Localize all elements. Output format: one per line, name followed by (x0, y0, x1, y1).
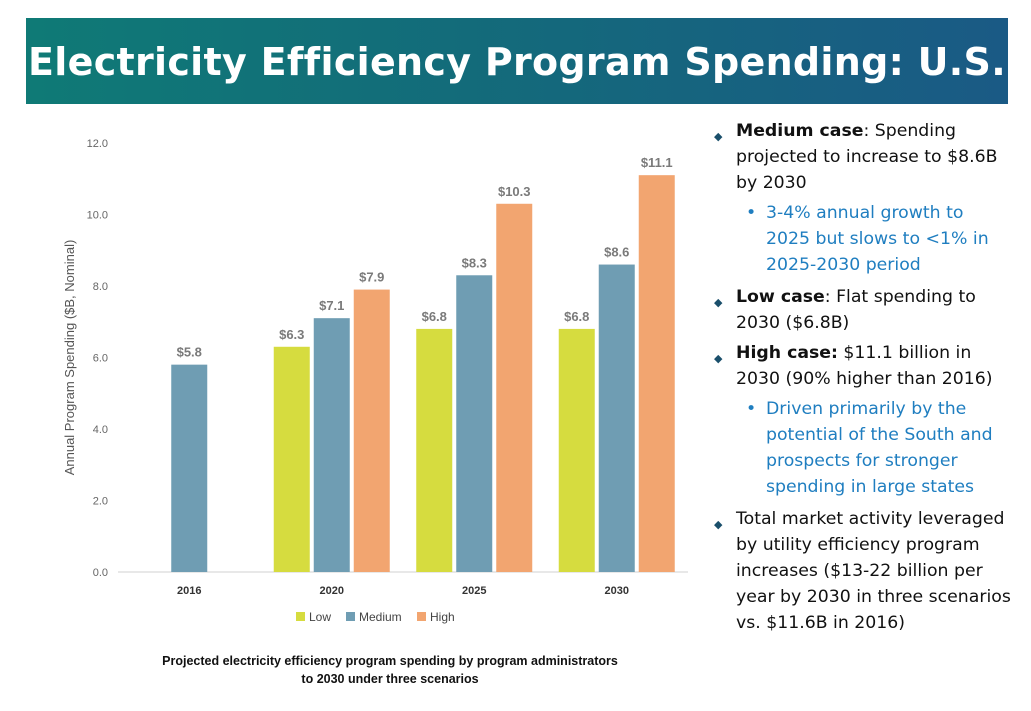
bullet-text: Total market activity leveraged by utili… (736, 509, 1011, 633)
x-tick-label: 2020 (320, 585, 344, 597)
y-tick-label: 2.0 (93, 496, 108, 508)
legend-swatch-low (296, 612, 305, 621)
sub-bullet-south: • Driven primarily by the potential of t… (712, 396, 1012, 500)
bar-high-2025 (496, 203, 533, 572)
sub-bullet-text: 3-4% annual growth to 2025 but slows to … (766, 203, 989, 275)
bar-high-2020 (353, 289, 390, 572)
bullet-list: ◆ Medium case: Spending projected to inc… (712, 118, 1012, 640)
bar-medium-2030 (598, 264, 635, 572)
bullet-low-case: ◆ Low case: Flat spending to 2030 ($6.8B… (712, 284, 1012, 336)
bullet-medium-case: ◆ Medium case: Spending projected to inc… (712, 118, 1012, 196)
y-tick-label: 4.0 (93, 424, 108, 436)
bullet-bold: Low case (736, 287, 825, 307)
legend-swatch-high (417, 612, 426, 621)
caption-line-2: to 2030 under three scenarios (301, 672, 479, 686)
y-axis-title: Annual Program Spending ($B, Nominal) (62, 240, 77, 476)
bullet-bold: Medium case (736, 121, 864, 141)
data-label: $5.8 (177, 345, 202, 360)
bar-chart: 0.0 2.0 4.0 6.0 8.0 10.0 12.0 Annual Program Sp… (62, 138, 688, 624)
data-label: $11.1 (641, 155, 673, 170)
diamond-bullet-icon: ◆ (714, 352, 723, 365)
y-tick-label: 12.0 (87, 138, 108, 150)
diamond-bullet-icon: ◆ (714, 130, 723, 143)
diamond-bullet-icon: ◆ (714, 296, 723, 309)
bar-low-2025 (416, 328, 453, 572)
sub-bullet-growth: • 3-4% annual growth to 2025 but slows t… (712, 200, 1012, 278)
caption-line-1: Projected electricity efficiency program… (162, 654, 618, 668)
title-banner: Electricity Efficiency Program Spending:… (26, 18, 1008, 104)
legend-label-low: Low (309, 610, 331, 624)
bullet-high-case: ◆ High case: $11.1 billion in 2030 (90% … (712, 340, 1012, 392)
dot-bullet-icon: • (746, 203, 757, 223)
sub-bullet-text: Driven primarily by the potential of the… (766, 399, 993, 497)
x-tick-label: 2025 (462, 585, 486, 597)
legend-label-medium: Medium (359, 610, 402, 624)
data-label: $8.6 (604, 245, 629, 260)
y-tick-label: 10.0 (87, 210, 108, 222)
bar-low-2020 (273, 346, 310, 572)
page-title: Electricity Efficiency Program Spending:… (28, 40, 1006, 84)
x-tick-label: 2016 (177, 585, 201, 597)
y-tick-label: 0.0 (93, 567, 108, 579)
data-label: $6.8 (422, 309, 447, 324)
data-label: $7.1 (319, 298, 344, 313)
dot-bullet-icon: • (746, 399, 757, 419)
data-label: $6.3 (279, 327, 304, 342)
bar-high-2030 (638, 175, 675, 573)
y-tick-label: 8.0 (93, 281, 108, 293)
bullet-text: $11.1 billion in 2030 (90% higher than 2… (736, 343, 993, 389)
bullet-total-market: ◆ Total market activity leveraged by uti… (712, 506, 1012, 636)
bar-low-2030 (558, 328, 595, 572)
bar-medium-2020 (313, 318, 350, 572)
x-tick-label: 2030 (605, 585, 629, 597)
bullet-bold: High case: (736, 343, 838, 363)
legend-swatch-medium (346, 612, 355, 621)
data-label: $10.3 (498, 184, 531, 199)
bullet-text: : Spending projected to increase to $8.6… (736, 121, 998, 193)
legend-label-high: High (430, 610, 455, 624)
bar-medium-2016 (171, 364, 208, 572)
diamond-bullet-icon: ◆ (714, 518, 723, 531)
bar-medium-2025 (456, 275, 493, 572)
data-label: $7.9 (359, 270, 384, 285)
data-label: $6.8 (564, 309, 589, 324)
y-tick-label: 6.0 (93, 353, 108, 365)
data-label: $8.3 (462, 255, 487, 270)
chart-caption: Projected electricity efficiency program… (70, 652, 710, 688)
bullet-text: : Flat spending to 2030 ($6.8B) (736, 287, 976, 333)
